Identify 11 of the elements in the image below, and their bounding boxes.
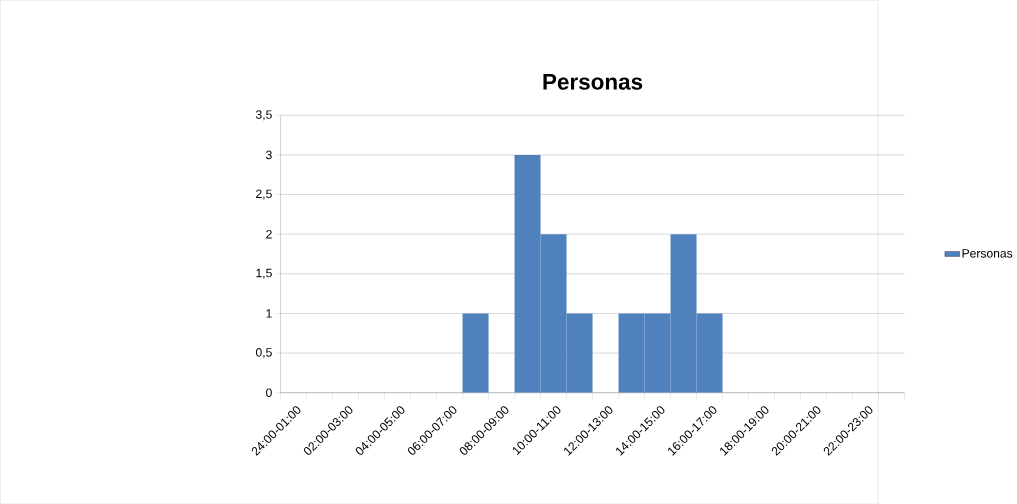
y-tick-label: 3,5 <box>255 110 272 121</box>
y-tick-label: 3 <box>266 150 272 160</box>
y-tick-label: 0 <box>266 388 272 397</box>
y-tick-label: 1,5 <box>256 268 272 279</box>
y-tick-label: 0,5 <box>255 347 272 358</box>
legend-label: Personas <box>962 249 1013 258</box>
y-tick-label: 2 <box>266 229 272 239</box>
y-tick-label: 2,5 <box>256 189 272 200</box>
y-tick-label: 1 <box>266 309 272 318</box>
chart-title: Personas <box>543 73 643 90</box>
bar <box>462 313 489 393</box>
